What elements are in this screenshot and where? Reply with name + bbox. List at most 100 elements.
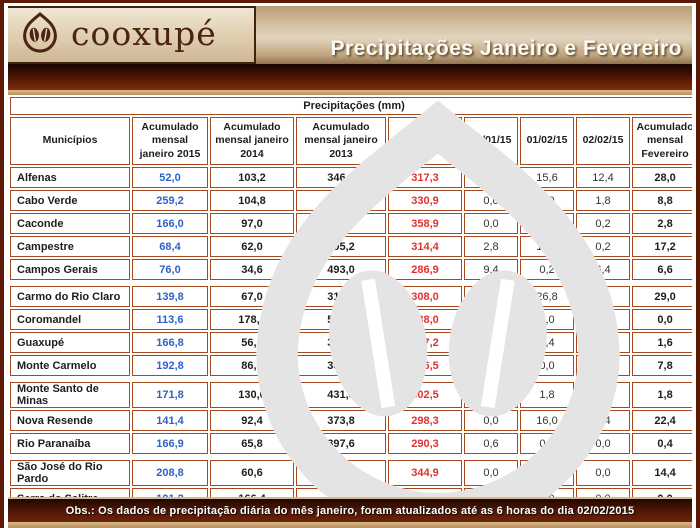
cell-jan2013: 389,4: [296, 355, 386, 376]
cell-02-02-15: 6,4: [576, 259, 630, 280]
cell-municipio: Cabo Verde: [10, 190, 130, 211]
cell-jan2013: 662,8: [296, 460, 386, 486]
cell-01-02-15: 0,0: [520, 355, 574, 376]
table-row: Cabo Verde 259,2 104,8 507,8 330,9 0,0 7,0 1,8 8…: [10, 190, 692, 211]
cell-jan2015: 166,9: [132, 433, 208, 454]
cell-31-01-15: 1,6: [464, 167, 518, 188]
coffee-beans-emblem-icon: [18, 11, 62, 60]
cell-acum-fevereiro: 29,0: [632, 286, 692, 307]
cell-jan2014: 60,6: [210, 460, 294, 486]
table-row: Rio Paranaíba 166,9 65,8 397,6 290,3 0,6 0,4 0,…: [10, 433, 692, 454]
cell-municipio: Carmo do Rio Claro: [10, 286, 130, 307]
cell-acum-fevereiro: 0,0: [632, 488, 692, 499]
page-title: Precipitações Janeiro e Fevereiro: [330, 37, 682, 60]
cell-acum-fevereiro: 1,8: [632, 382, 692, 408]
cell-31-01-15: 9,4: [464, 259, 518, 280]
table-row: Monte Santo de Minas 171,8 130,0 431,8 302,5…: [10, 382, 692, 408]
group-spacer: [10, 378, 692, 380]
title-band: Precipitações Janeiro e Fevereiro: [256, 6, 692, 64]
cell-jan2014: 34,6: [210, 259, 294, 280]
cell-02-02-15: 0,0: [576, 433, 630, 454]
cell-jan2015: 208,8: [132, 460, 208, 486]
cell-municipio: Coromandel: [10, 309, 130, 330]
cell-01-02-15: 16,0: [520, 410, 574, 431]
column-header-8: Acumulado mensal Fevereiro: [632, 117, 692, 165]
cell-jan2015: 113,6: [132, 309, 208, 330]
cell-media-historica: 317,3: [388, 167, 462, 188]
cell-municipio: Nova Resende: [10, 410, 130, 431]
column-header-3: Acumulado mensal janeiro 2013: [296, 117, 386, 165]
cell-jan2014: 67,0: [210, 286, 294, 307]
table-area: Precipitações (mm) Municípios Acumulado m…: [8, 95, 692, 499]
cell-jan2014: 62,0: [210, 236, 294, 257]
cell-jan2013: 313,2: [296, 286, 386, 307]
tan-strip-top: [8, 90, 692, 95]
cell-jan2014: 130,0: [210, 382, 294, 408]
page-header: cooxupé Precipitações Janeiro e Fevereir…: [8, 6, 692, 64]
cell-jan2014: 56,8: [210, 332, 294, 353]
cell-jan2015: 52,0: [132, 167, 208, 188]
cell-jan2013: 507,8: [296, 190, 386, 211]
cell-jan2013: 397,6: [296, 433, 386, 454]
cell-02-02-15: 0,2: [576, 236, 630, 257]
group-spacer: [10, 282, 692, 284]
cell-jan2015: 166,0: [132, 213, 208, 234]
cell-acum-fevereiro: 22,4: [632, 410, 692, 431]
cell-media-historica: 314,4: [388, 236, 462, 257]
cooxupe-logo: cooxupé: [8, 6, 256, 64]
cell-01-02-15: 0,4: [520, 433, 574, 454]
cell-acum-fevereiro: 17,2: [632, 236, 692, 257]
cell-jan2013: 431,8: [296, 382, 386, 408]
table-row: Coromandel 113,6 178,4 526,6 338,0 0,0 0,0 0,0 0…: [10, 309, 692, 330]
cell-01-02-15: 14,4: [520, 460, 574, 486]
cell-01-02-15: 17,0: [520, 236, 574, 257]
cell-jan2014: 178,4: [210, 309, 294, 330]
cell-jan2015: 192,8: [132, 355, 208, 376]
footer-band: Obs.: Os dados de precipitação diária do…: [8, 497, 692, 522]
cell-municipio: Monte Santo de Minas: [10, 382, 130, 408]
cell-media-historica: 316,5: [388, 355, 462, 376]
cell-acum-fevereiro: 8,8: [632, 190, 692, 211]
cell-municipio: Campestre: [10, 236, 130, 257]
cell-31-01-15: 0,0: [464, 213, 518, 234]
cell-jan2015: 68,4: [132, 236, 208, 257]
cell-02-02-15: 1,8: [576, 190, 630, 211]
cell-jan2014: 97,0: [210, 213, 294, 234]
cell-acum-fevereiro: 2,8: [632, 213, 692, 234]
cell-municipio: Serra do Salitre: [10, 488, 130, 499]
column-header-4: Média Histórica: [388, 117, 462, 165]
cell-02-02-15: 12,4: [576, 167, 630, 188]
cell-31-01-15: 0,0: [464, 355, 518, 376]
cell-31-01-15: 0,6: [464, 433, 518, 454]
cell-acum-fevereiro: 14,4: [632, 460, 692, 486]
cell-02-02-15: 6,4: [576, 410, 630, 431]
cell-municipio: Monte Carmelo: [10, 355, 130, 376]
cell-media-historica: 302,5: [388, 382, 462, 408]
table-row: Campestre 68,4 62,0 505,2 314,4 2,8 17,0 0,2 17,…: [10, 236, 692, 257]
cell-media-historica: 330,9: [388, 190, 462, 211]
cell-jan2014: 104,8: [210, 190, 294, 211]
cell-jan2015: 141,4: [132, 410, 208, 431]
cell-media-historica: 290,3: [388, 433, 462, 454]
column-header-1: Acumulado mensal janeiro 2015: [132, 117, 208, 165]
table-caption-row: Precipitações (mm): [10, 97, 692, 115]
cell-02-02-15: 0,2: [576, 332, 630, 353]
cell-31-01-15: 24,2: [464, 286, 518, 307]
cell-01-02-15: 1,4: [520, 332, 574, 353]
cell-01-02-15: 15,6: [520, 167, 574, 188]
cell-jan2013: 526,6: [296, 309, 386, 330]
cell-media-historica: 297,2: [388, 332, 462, 353]
cell-acum-fevereiro: 6,6: [632, 259, 692, 280]
cell-02-02-15: 7,8: [576, 355, 630, 376]
cell-31-01-15: 1,8: [464, 332, 518, 353]
cell-31-01-15: 2,8: [464, 236, 518, 257]
cell-jan2013: 505,2: [296, 236, 386, 257]
footer-note: Obs.: Os dados de precipitação diária do…: [65, 504, 635, 517]
cell-01-02-15: 7,0: [520, 190, 574, 211]
cell-media-historica: 308,0: [388, 286, 462, 307]
table-caption: Precipitações (mm): [10, 97, 692, 115]
cell-02-02-15: 0,0: [576, 460, 630, 486]
column-header-2: Acumulado mensal janeiro 2014: [210, 117, 294, 165]
column-header-5: 31/01/15: [464, 117, 518, 165]
